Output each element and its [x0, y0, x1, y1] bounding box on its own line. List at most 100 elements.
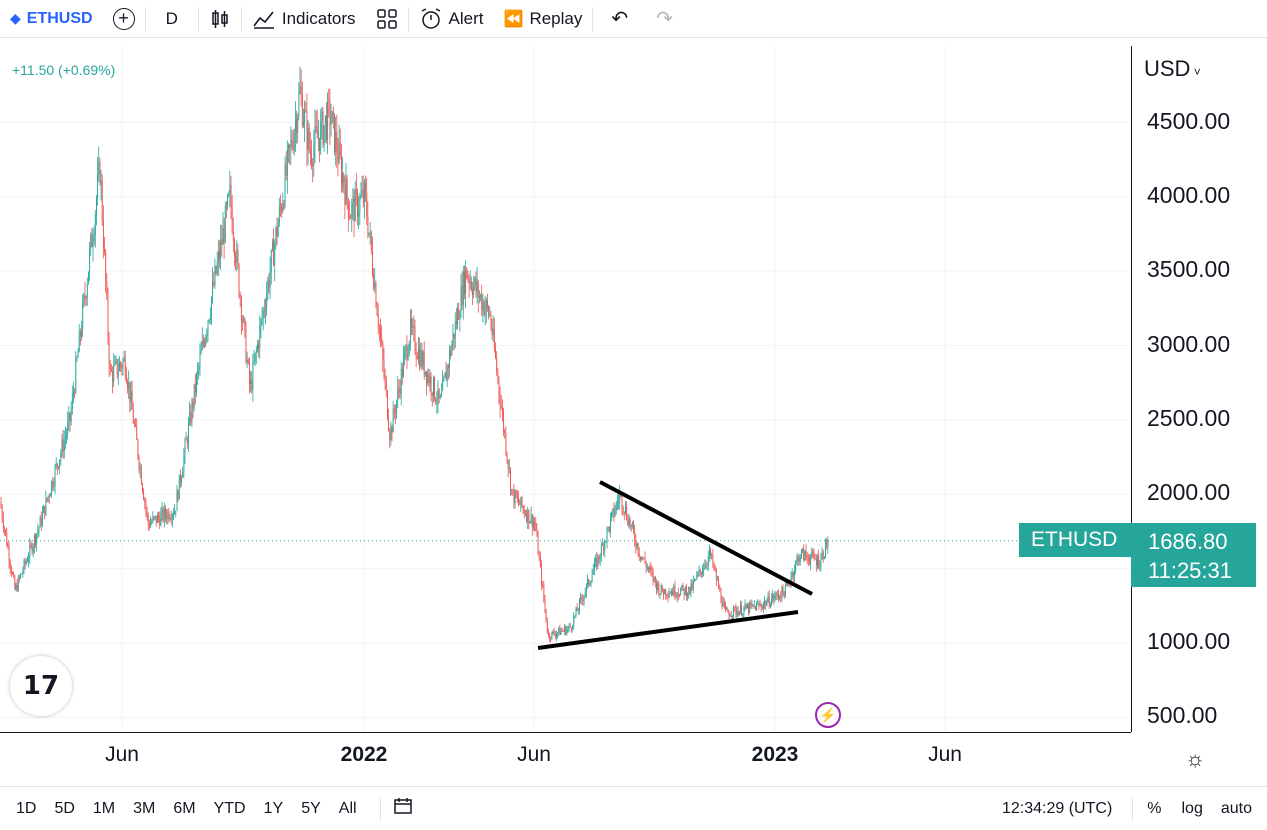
- range-button-1y[interactable]: 1Y: [263, 799, 284, 817]
- range-button-1m[interactable]: 1M: [92, 799, 116, 817]
- last-price-value: 1686.80: [1148, 529, 1228, 554]
- candle-body: [682, 585, 684, 589]
- settings-gear-icon[interactable]: ☼: [1185, 746, 1206, 771]
- price-tick-label: 2000.00: [1147, 479, 1231, 505]
- rewind-icon: ⏪: [503, 10, 524, 28]
- candle-body: [189, 411, 191, 424]
- range-button-5y[interactable]: 5Y: [301, 799, 321, 817]
- chart-type-button[interactable]: [199, 0, 241, 38]
- candle-body: [467, 278, 469, 280]
- price-tick-label: 2500.00: [1147, 405, 1231, 431]
- candle-body: [544, 599, 546, 610]
- candle-body: [775, 592, 777, 597]
- candle-body: [481, 294, 483, 311]
- candle-body: [197, 369, 199, 375]
- candle-body: [748, 605, 749, 613]
- candle-body: [671, 591, 672, 594]
- candle-body: [6, 532, 8, 546]
- candle-body: [722, 602, 724, 607]
- candle-body: [29, 544, 31, 558]
- replay-button[interactable]: ⏪ Replay: [494, 0, 593, 38]
- symbol-search[interactable]: ◆ ETHUSD: [0, 0, 103, 38]
- symbol-label: ETHUSD: [26, 9, 93, 27]
- alert-button[interactable]: Alert: [409, 0, 494, 38]
- range-button-6m[interactable]: 6M: [173, 799, 196, 817]
- currency-selector[interactable]: USD ˅: [1144, 56, 1201, 82]
- range-button-5d[interactable]: 5D: [54, 799, 75, 817]
- undo-button[interactable]: ↶: [593, 0, 646, 38]
- candle-body: [184, 440, 186, 456]
- time-axis[interactable]: [0, 732, 1131, 784]
- candle-body: [821, 552, 823, 559]
- chart-pane[interactable]: [0, 46, 1131, 732]
- price-axis[interactable]: [1131, 46, 1267, 732]
- auto-toggle[interactable]: auto: [1220, 799, 1252, 817]
- tradingview-logo[interactable]: 17: [10, 656, 72, 716]
- event-bolt-icon[interactable]: ⚡: [815, 702, 841, 728]
- candle-body: [604, 541, 606, 551]
- candle-body: [472, 289, 473, 295]
- candle-body: [824, 556, 825, 559]
- candle-body: [260, 319, 262, 327]
- candle-body: [224, 205, 226, 243]
- candle-body: [645, 562, 647, 568]
- percent-toggle[interactable]: %: [1147, 799, 1162, 817]
- candle-body: [223, 228, 225, 243]
- go-to-date-button[interactable]: [381, 796, 427, 821]
- candle-body: [313, 145, 315, 166]
- candle-body: [148, 524, 150, 528]
- range-button-all[interactable]: All: [338, 799, 357, 817]
- candle-body: [109, 366, 111, 369]
- candle-body: [451, 344, 453, 356]
- candle-body: [262, 309, 264, 319]
- candle-body: [400, 368, 402, 395]
- candle-body: [765, 601, 767, 606]
- indicators-button[interactable]: Indicators: [242, 0, 366, 38]
- interval-button[interactable]: D: [146, 0, 198, 38]
- candle-body: [167, 511, 169, 520]
- candles-icon: [212, 9, 228, 28]
- candle-body: [82, 302, 84, 332]
- range-button-1d[interactable]: 1D: [16, 799, 37, 817]
- candle-body: [631, 523, 633, 525]
- candle-body: [281, 207, 283, 212]
- candle-body: [702, 570, 703, 574]
- candle-body: [206, 332, 208, 337]
- candle-body: [48, 495, 50, 497]
- compare-button[interactable]: +: [103, 0, 145, 38]
- candle-body: [14, 576, 16, 590]
- candle-body: [743, 607, 745, 614]
- candle-body: [548, 632, 549, 634]
- candle-body: [483, 301, 485, 316]
- candle-body: [640, 556, 641, 560]
- interval-label: D: [165, 8, 178, 28]
- candle-body: [740, 605, 741, 612]
- candlestick-chart[interactable]: [0, 46, 1131, 732]
- candle-body: [27, 561, 28, 563]
- candle-body: [97, 174, 99, 199]
- range-button-3m[interactable]: 3M: [133, 799, 156, 817]
- candle-body: [545, 609, 547, 622]
- redo-button[interactable]: ↷: [646, 0, 683, 38]
- candle-body: [268, 280, 270, 288]
- candle-body: [7, 545, 9, 548]
- candle-body: [674, 586, 676, 597]
- candle-body: [298, 92, 300, 117]
- candle-body: [407, 352, 409, 360]
- candle-body: [806, 555, 808, 557]
- candle-body: [263, 309, 265, 311]
- candle-body: [338, 142, 340, 163]
- candle-body: [644, 557, 646, 563]
- log-toggle[interactable]: log: [1181, 799, 1203, 817]
- range-button-ytd[interactable]: YTD: [213, 799, 246, 817]
- layout-templates-button[interactable]: [366, 0, 408, 38]
- candle-body: [36, 533, 38, 544]
- candle-body: [588, 579, 590, 585]
- utc-clock[interactable]: 12:34:29 (UTC): [1002, 799, 1113, 817]
- candle-body: [611, 512, 613, 518]
- candle-body: [278, 206, 280, 223]
- candle-body: [44, 506, 46, 515]
- candle-body: [321, 111, 323, 122]
- candle-body: [112, 371, 114, 382]
- candle-body: [395, 412, 396, 414]
